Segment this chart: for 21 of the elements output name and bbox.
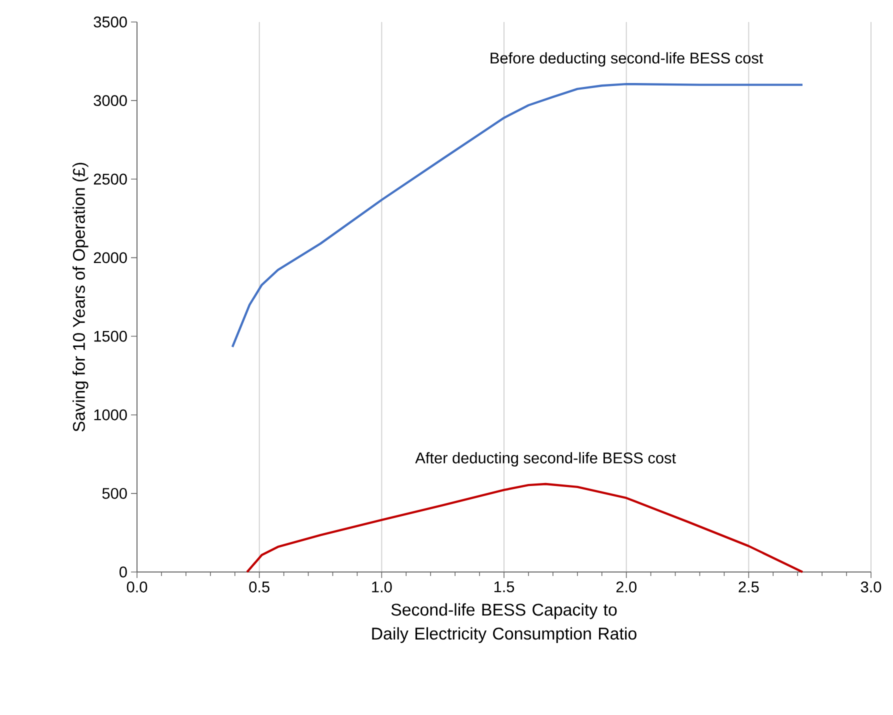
y-tick-label: 3500 — [94, 16, 127, 28]
y-tick-label: 2500 — [94, 174, 127, 185]
x-tick-label: 0.0 — [126, 582, 148, 592]
series-label: After deducting second-life BESS cost — [415, 452, 676, 467]
y-tick-label: 500 — [102, 488, 127, 499]
x-tick-label: 2.0 — [616, 582, 636, 592]
series-label: Before deducting second-life BESS cost — [490, 52, 764, 67]
y-tick-label: 2000 — [94, 252, 127, 264]
y-tick-label: 1500 — [94, 330, 127, 342]
x-axis-title: Second-life BESS Capacity to Daily Electricity Consumption Ratio — [372, 603, 636, 643]
y-tick-label: 0 — [120, 566, 127, 578]
x-tick-label: 1.5 — [494, 582, 514, 592]
x-tick-label: 1.0 — [372, 582, 392, 592]
line-series — [246, 482, 804, 574]
y-axis-title: Saving for 10 Years of Operation (£) — [72, 162, 88, 432]
line-series — [231, 82, 804, 348]
y-tick-label: 1000 — [94, 409, 127, 420]
x-tick-label: 2.5 — [738, 582, 759, 592]
y-tick-label: 3000 — [94, 95, 127, 106]
x-tick-label: 0.5 — [249, 582, 270, 592]
x-tick-label: 3.0 — [860, 582, 882, 592]
